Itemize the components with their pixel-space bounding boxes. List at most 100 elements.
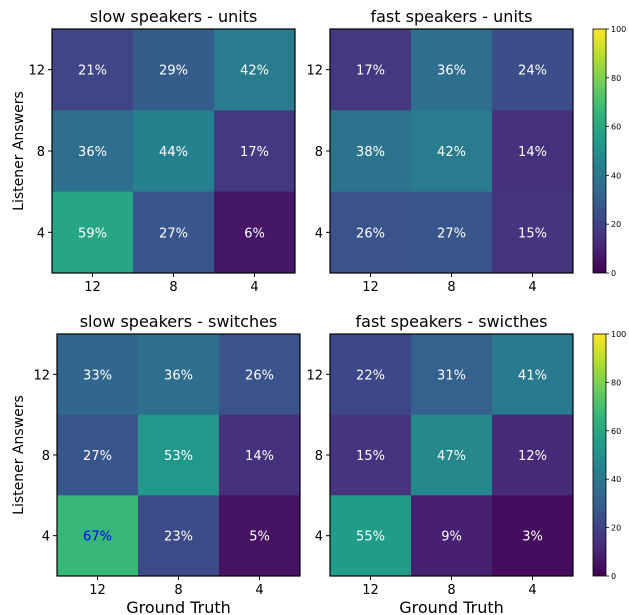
cell-value-label: 53% [164, 449, 193, 464]
cell-value-label: 9% [441, 530, 462, 545]
cell-value-label: 23% [164, 530, 193, 545]
heatmap-cell [52, 29, 134, 111]
colorbar-1: 0 20 40 60 80 100 [592, 25, 626, 278]
heatmap-cell [133, 29, 215, 111]
x-tick-label: 8 [447, 583, 455, 598]
colorbar-tick-label: 100 [611, 330, 626, 339]
heatmap-cell [133, 191, 215, 274]
heatmap-cell [57, 334, 139, 416]
x-tick-label: 8 [169, 280, 177, 295]
heatmap-cell [492, 29, 574, 111]
colorbar-tick-label: 20 [611, 220, 621, 229]
heatmap-cell [214, 29, 296, 111]
colorbar-tick-label: 80 [611, 74, 621, 83]
cell-value-label: 36% [437, 64, 466, 79]
y-tick-label: 12 [33, 368, 50, 383]
y-tick-label: 4 [42, 530, 50, 545]
heatmap-cell [492, 334, 574, 416]
colorbar-gradient [592, 28, 607, 274]
heatmap-cell [133, 110, 215, 193]
heatmap-cell [219, 414, 301, 496]
colorbar-tick-label: 0 [611, 572, 616, 581]
heatmap-cell [57, 414, 139, 496]
heatmap-cell [411, 29, 493, 111]
cell-value-label: 14% [245, 449, 274, 464]
heatmap-cell [411, 495, 493, 577]
x-tick-label: 8 [174, 583, 182, 598]
heatmap-cell [330, 110, 412, 193]
cell-value-label: 17% [356, 64, 385, 79]
heatmap-cell [330, 29, 412, 111]
panel-title: slow speakers - units [90, 7, 258, 26]
x-tick-label: 4 [528, 583, 536, 598]
colorbar-tick-label: 100 [611, 25, 626, 34]
heatmap-cell [214, 191, 296, 274]
y-tick-label: 8 [315, 145, 323, 160]
x-tick-label: 12 [362, 280, 379, 295]
cell-value-label: 27% [159, 226, 188, 241]
cell-value-label: 14% [518, 145, 547, 160]
y-tick-label: 4 [315, 530, 323, 545]
x-axis-label: Ground Truth [126, 598, 231, 615]
heatmap-cell [492, 110, 574, 193]
panel-title: fast speakers - units [370, 7, 532, 26]
y-tick-label: 8 [315, 449, 323, 464]
heatmap-cell [138, 334, 220, 416]
heatmap-cell [330, 334, 412, 416]
cell-value-label: 42% [240, 64, 269, 79]
y-tick-label: 4 [315, 226, 323, 241]
cell-value-label: 29% [159, 64, 188, 79]
heatmap-panel-4: 22% 31% 41% 15% 47% 12% 55% 9% 3% fast speakers -… [306, 312, 574, 615]
colorbar-tick-label: 60 [611, 123, 621, 132]
cell-value-label: 22% [356, 368, 385, 383]
cell-value-label: 15% [518, 226, 547, 241]
cell-value-label: 24% [518, 64, 547, 79]
heatmap-cell [330, 191, 412, 274]
cell-value-label: 21% [78, 64, 107, 79]
y-tick-label: 12 [28, 64, 45, 79]
cell-value-label: 31% [437, 368, 466, 383]
cell-value-label: 27% [83, 449, 112, 464]
x-tick-label: 4 [250, 280, 258, 295]
cell-value-label: 36% [78, 145, 107, 160]
heatmap-cell [52, 110, 134, 193]
heatmap-cell [411, 191, 493, 274]
colorbar-tick-label: 0 [611, 269, 616, 278]
heatmap-cell [411, 110, 493, 193]
y-tick-label: 4 [37, 226, 45, 241]
heatmap-cell [330, 495, 412, 577]
x-tick-label: 12 [362, 583, 379, 598]
y-axis-label: Listener Answers [11, 395, 27, 515]
x-axis-label: Ground Truth [399, 598, 504, 615]
colorbar-tick-label: 40 [611, 475, 621, 484]
colorbar-tick-label: 80 [611, 378, 621, 387]
cell-value-label: 33% [83, 368, 112, 383]
cell-value-label: 27% [437, 226, 466, 241]
x-tick-label: 8 [447, 280, 455, 295]
heatmap-cell [492, 495, 574, 577]
cell-value-label: 26% [356, 226, 385, 241]
cell-value-label: 36% [164, 368, 193, 383]
cell-value-label: 47% [437, 449, 466, 464]
heatmap-cell [219, 495, 301, 577]
heatmap-cell [492, 191, 574, 274]
heatmap-cell [138, 414, 220, 496]
cell-value-label: 12% [518, 449, 547, 464]
heatmap-cell [492, 414, 574, 496]
cell-value-label: 55% [356, 530, 385, 545]
colorbar-gradient [592, 333, 607, 577]
heatmap-cell [219, 334, 301, 416]
y-tick-label: 12 [306, 368, 323, 383]
cell-value-label: 6% [244, 226, 265, 241]
heatmap-cell [411, 414, 493, 496]
cell-value-label: 15% [356, 449, 385, 464]
cell-value-label: 5% [249, 530, 270, 545]
x-tick-label: 4 [255, 583, 263, 598]
y-tick-label: 8 [42, 449, 50, 464]
colorbar-2: 0 20 40 60 80 100 [592, 330, 626, 581]
cell-value-label: 44% [159, 145, 188, 160]
colorbar-tick-label: 40 [611, 171, 621, 180]
colorbar-tick-label: 20 [611, 524, 621, 533]
panel-title: fast speakers - swicthes [356, 312, 548, 331]
